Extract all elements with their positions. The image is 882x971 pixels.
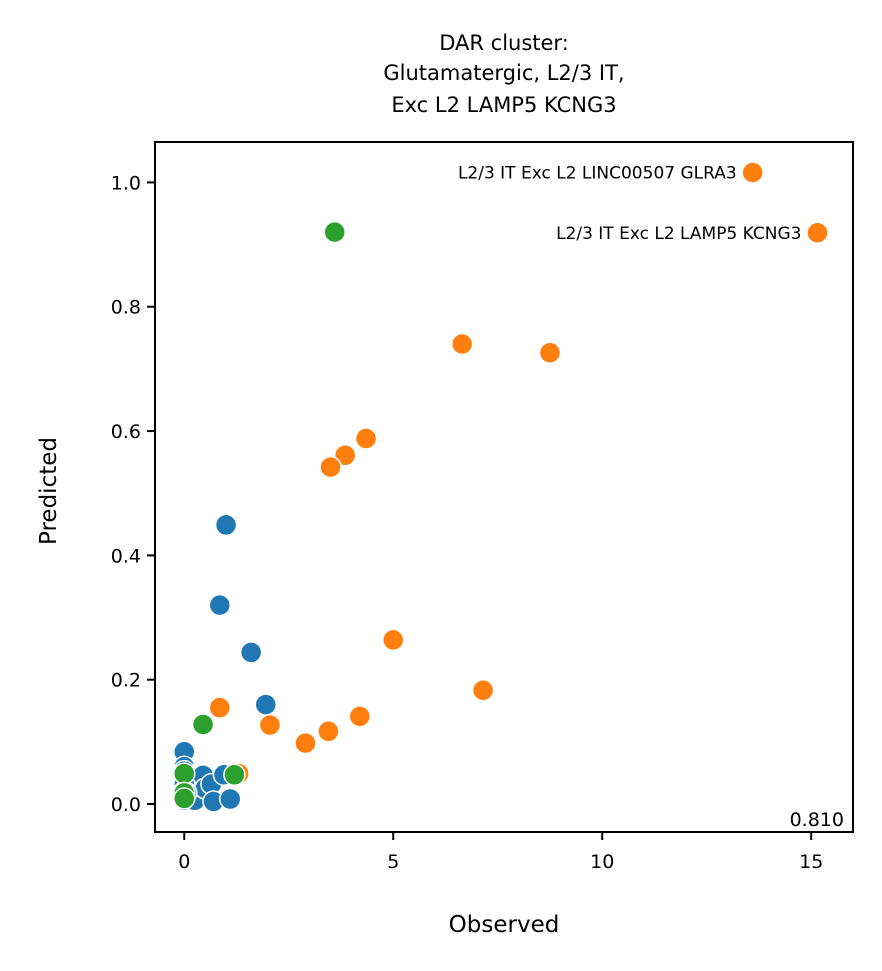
data-point-series-2 (381, 628, 405, 652)
x-tick-label: 15 (799, 851, 823, 873)
y-tick-label: 0.4 (111, 545, 141, 567)
data-point-series-2 (354, 427, 378, 450)
plot-frame (154, 141, 854, 833)
chart-title-line-3: Exc L2 LAMP5 KCNG3 (391, 93, 616, 117)
chart-title-line-1: DAR cluster: (439, 31, 569, 55)
data-point-series-2 (333, 444, 357, 467)
data-point-series-1 (218, 787, 242, 811)
data-point-series-1 (208, 593, 232, 617)
correlation-value: 0.810 (790, 809, 844, 831)
y-axis-label: Predicted (36, 437, 62, 545)
data-point-series-3 (323, 220, 346, 244)
data-point-series-2 (450, 332, 474, 356)
chart-title: DAR cluster: Glutamatergic, L2/3 IT, Exc… (383, 31, 624, 117)
point-annotation: L2/3 IT Exc L2 LAMP5 KCNG3 (556, 224, 801, 244)
y-tick-label: 0.0 (111, 794, 141, 816)
data-point-series-2 (471, 679, 495, 702)
data-point-series-3 (191, 713, 215, 736)
data-point-series-3 (173, 787, 196, 810)
y-axis-ticks: 0.0 0.2 0.4 0.6 0.8 1.0 (111, 172, 155, 816)
x-tick-label: 5 (387, 851, 399, 873)
data-point-series-2 (806, 221, 829, 245)
data-point-series-2 (538, 341, 562, 364)
data-point-series-1 (214, 513, 238, 537)
data-point-series-2 (741, 161, 764, 184)
annotations-layer: L2/3 IT Exc L2 LINC00507 GLRA3 L2/3 IT Ex… (458, 163, 802, 243)
x-axis-ticks: 0 5 10 15 (178, 832, 823, 873)
data-point-series-2 (258, 713, 282, 737)
data-point-series-3 (173, 762, 196, 785)
data-point-series-1 (239, 641, 263, 664)
x-tick-label: 0 (178, 851, 190, 873)
x-tick-label: 10 (590, 851, 614, 873)
data-point-series-2 (348, 705, 372, 728)
points-layer (173, 161, 829, 813)
y-tick-label: 1.0 (111, 172, 141, 194)
x-axis-label: Observed (449, 912, 560, 938)
y-tick-label: 0.6 (111, 421, 141, 443)
data-point-series-3 (223, 763, 246, 787)
data-point-series-2 (317, 720, 340, 743)
data-point-series-2 (294, 731, 317, 755)
y-tick-label: 0.2 (111, 670, 141, 692)
data-point-series-2 (208, 696, 232, 719)
y-tick-label: 0.8 (111, 297, 141, 319)
point-annotation: L2/3 IT Exc L2 LINC00507 GLRA3 (458, 163, 737, 183)
data-point-series-2 (319, 455, 342, 479)
data-point-series-1 (254, 693, 278, 716)
chart-title-line-2: Glutamatergic, L2/3 IT, (383, 61, 624, 85)
